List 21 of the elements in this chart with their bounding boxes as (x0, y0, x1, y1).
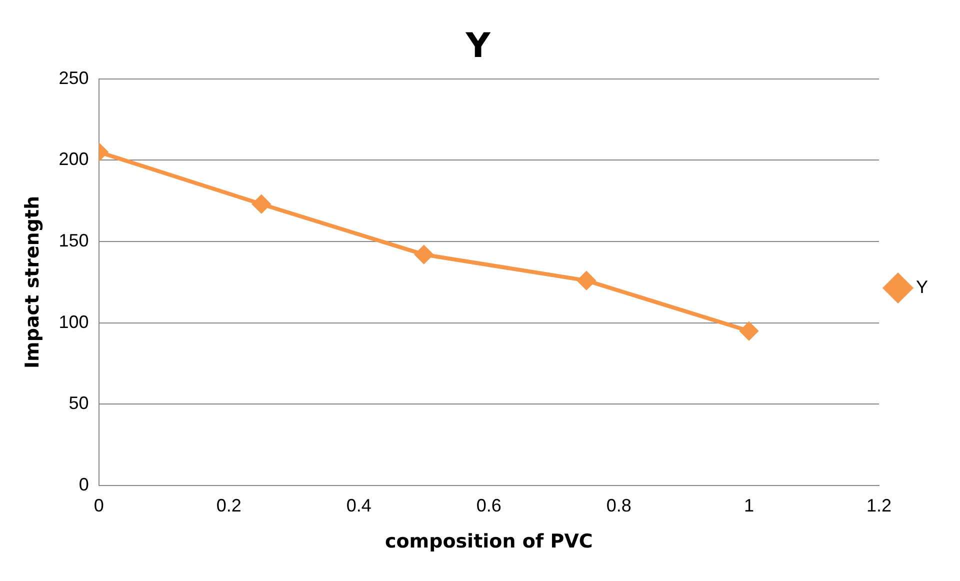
y-axis-title: Impact strength (21, 196, 44, 369)
legend-label: Y (916, 276, 928, 297)
x-tick-label: 0.2 (216, 495, 242, 516)
point (577, 272, 596, 290)
y-tick-label: 250 (58, 68, 89, 88)
point (740, 322, 758, 340)
x-tick-label: 1.2 (866, 495, 892, 516)
point (252, 195, 270, 214)
x-axis-title: composition of PVC (384, 530, 593, 553)
y-tick-label: 100 (58, 312, 89, 332)
x-tick-label: 1 (744, 495, 754, 516)
x-tick-label: 0.8 (606, 495, 632, 516)
y-tick-label: 200 (58, 149, 89, 170)
x-tick-label: 0.4 (346, 495, 372, 516)
y-tick-label: 50 (68, 393, 89, 414)
x-tick-label: 0.6 (476, 495, 502, 516)
y-tick-label: 0 (78, 474, 89, 495)
point (414, 246, 433, 264)
x-tick-label: 0 (94, 495, 104, 516)
chart-title: Y (464, 26, 491, 66)
y-tick-label: 150 (58, 230, 89, 250)
